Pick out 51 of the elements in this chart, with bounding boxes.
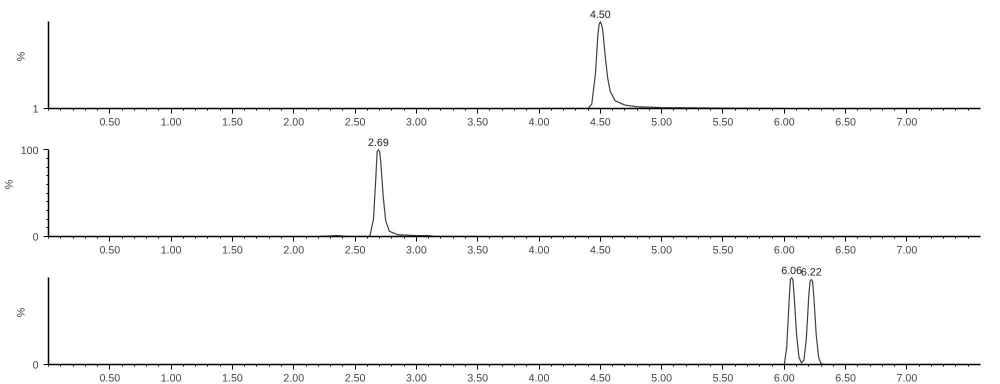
x-tick-label: 2.00 <box>283 244 304 256</box>
x-tick-label: 3.00 <box>406 244 427 256</box>
annotation: 2.69 <box>368 136 389 149</box>
x-tick-label: 4.50 <box>590 372 611 384</box>
x-tick-label: 2.00 <box>283 116 304 128</box>
x-tick-label: 5.50 <box>712 116 734 128</box>
x-tick-label: 3.50 <box>467 116 488 128</box>
x-tick-label: 4.00 <box>528 244 550 256</box>
x-tick-label: 2.00 <box>283 372 304 384</box>
annotation: 6.06 <box>781 264 802 277</box>
x-tick-label: 4.50 <box>590 116 611 128</box>
x-tick-label: 5.00 <box>651 116 672 128</box>
x-tick-label: 2.50 <box>344 372 366 384</box>
annotation: 4.50 <box>590 8 611 21</box>
x-tick-label: 4.00 <box>528 116 550 128</box>
x-tick-label: 1.00 <box>160 116 182 128</box>
x-tick-label: 3.00 <box>406 116 427 128</box>
x-tick-label: 6.50 <box>835 244 856 256</box>
x-tick-label: 1.50 <box>222 116 243 128</box>
x-tick-label: 6.00 <box>774 244 795 256</box>
x-tick-label: 5.00 <box>651 244 672 256</box>
x-tick-label: 5.00 <box>651 372 672 384</box>
x-tick-label: 1.00 <box>160 372 182 384</box>
y-axis-title: % <box>16 51 28 62</box>
x-tick-label: 0.50 <box>99 372 120 384</box>
x-tick-label: 5.50 <box>712 372 734 384</box>
y-axis-title: % <box>16 307 28 318</box>
x-tick-label: 4.00 <box>528 372 550 384</box>
x-tick-label: 2.50 <box>344 244 366 256</box>
x-tick-label: 2.50 <box>344 116 366 128</box>
annotation: 6.22 <box>800 266 822 279</box>
x-tick-label: 7.00 <box>896 116 918 128</box>
x-tick-label: 1.00 <box>160 244 182 256</box>
x-tick-label: 4.50 <box>590 244 611 256</box>
text: 1 <box>32 104 39 116</box>
x-tick-label: 7.00 <box>896 244 918 256</box>
x-tick-label: 3.50 <box>467 372 488 384</box>
x-tick-label: 6.00 <box>774 372 795 384</box>
y-tick-label: 100 <box>20 144 39 157</box>
x-tick-label: 1.50 <box>222 372 243 384</box>
x-tick-label: 5.50 <box>712 244 734 256</box>
x-tick-label: 6.00 <box>774 116 795 128</box>
x-tick-label: 0.50 <box>99 244 120 256</box>
x-tick-label: 0.50 <box>99 116 120 128</box>
x-tick-label: 6.50 <box>835 116 856 128</box>
x-tick-label: 3.50 <box>467 244 488 256</box>
x-tick-label: 6.50 <box>835 372 856 384</box>
y-axis-title: % <box>4 179 16 190</box>
x-tick-label: 7.00 <box>896 372 918 384</box>
x-tick-label: 3.00 <box>406 372 427 384</box>
x-tick-label: 1.50 <box>222 244 243 256</box>
